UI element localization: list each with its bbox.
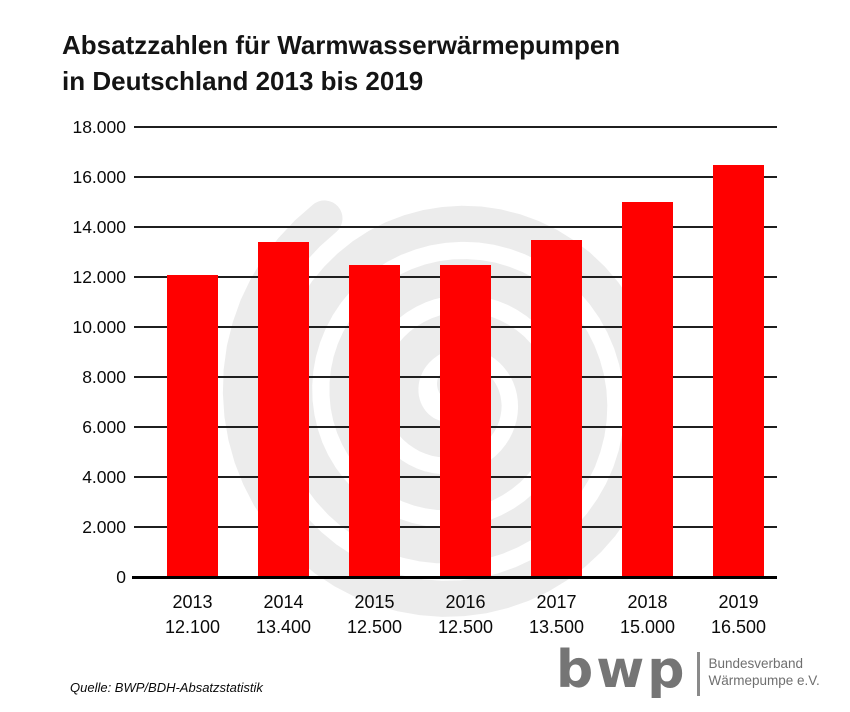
year-label: 2015 bbox=[354, 592, 395, 612]
value-label: 12.500 bbox=[346, 617, 403, 637]
x-axis-line bbox=[132, 576, 777, 579]
year-label: 2014 bbox=[263, 592, 304, 612]
year-label: 2018 bbox=[627, 592, 668, 612]
logo-divider bbox=[697, 652, 701, 696]
bar-2015 bbox=[349, 264, 400, 577]
page-title-line2: in Deutschland 2013 bis 2019 bbox=[62, 66, 424, 96]
value-label: 12.100 bbox=[164, 617, 221, 637]
page-title: Absatzzahlen für Warmwasserwärmepumpen i… bbox=[62, 27, 620, 99]
bwp-logo-mark: bwp bbox=[556, 640, 688, 700]
x-axis-label-2015: 2015 12.500 bbox=[325, 590, 425, 640]
logo-org-line2: Wärmepumpe e.V. bbox=[708, 673, 820, 688]
y-axis-tick-label: 12.000 bbox=[72, 267, 126, 287]
year-label: 2013 bbox=[172, 592, 213, 612]
x-axis-label-2014: 2014 13.400 bbox=[234, 590, 334, 640]
x-axis-label-2017: 2017 13.500 bbox=[507, 590, 607, 640]
logo-org-name: Bundesverband Wärmepumpe e.V. bbox=[708, 655, 819, 689]
gridline bbox=[134, 176, 777, 178]
gridline bbox=[134, 126, 777, 128]
y-axis-tick-label: 8.000 bbox=[82, 367, 126, 387]
gridline bbox=[134, 226, 777, 228]
bar-2013 bbox=[167, 274, 218, 577]
y-axis-tick-label: 16.000 bbox=[72, 167, 126, 187]
y-axis-tick-label: 2.000 bbox=[82, 517, 126, 537]
bar-2019 bbox=[713, 164, 764, 577]
bwp-logo: bwp Bundesverband Wärmepumpe e.V. bbox=[556, 644, 820, 696]
x-axis-label-2013: 2013 12.100 bbox=[143, 590, 243, 640]
year-label: 2016 bbox=[445, 592, 486, 612]
value-label: 13.400 bbox=[255, 617, 312, 637]
x-axis-label-2018: 2018 15.000 bbox=[598, 590, 698, 640]
value-label: 16.500 bbox=[710, 617, 767, 637]
logo-org-line1: Bundesverband bbox=[708, 656, 804, 671]
y-axis-tick-label: 18.000 bbox=[72, 117, 126, 137]
bar-2014 bbox=[258, 242, 309, 577]
value-label: 12.500 bbox=[437, 617, 494, 637]
y-axis-tick-label: 4.000 bbox=[82, 467, 126, 487]
x-axis-label-2019: 2019 16.500 bbox=[689, 590, 789, 640]
bar-2018 bbox=[622, 202, 673, 577]
y-axis-tick-label: 14.000 bbox=[72, 217, 126, 237]
page-title-line1: Absatzzahlen für Warmwasserwärmepumpen bbox=[62, 30, 621, 60]
bar-2016 bbox=[440, 264, 491, 577]
y-axis-tick-label: 6.000 bbox=[82, 417, 126, 437]
x-axis-label-2016: 2016 12.500 bbox=[416, 590, 516, 640]
source-note: Quelle: BWP/BDH-Absatzstatistik bbox=[70, 680, 263, 695]
year-label: 2019 bbox=[718, 592, 759, 612]
year-label: 2017 bbox=[536, 592, 577, 612]
value-label: 15.000 bbox=[619, 617, 676, 637]
value-label: 13.500 bbox=[528, 617, 585, 637]
y-axis-tick-label: 10.000 bbox=[72, 317, 126, 337]
bar-2017 bbox=[531, 239, 582, 577]
y-axis-tick-label: 0 bbox=[116, 567, 126, 587]
